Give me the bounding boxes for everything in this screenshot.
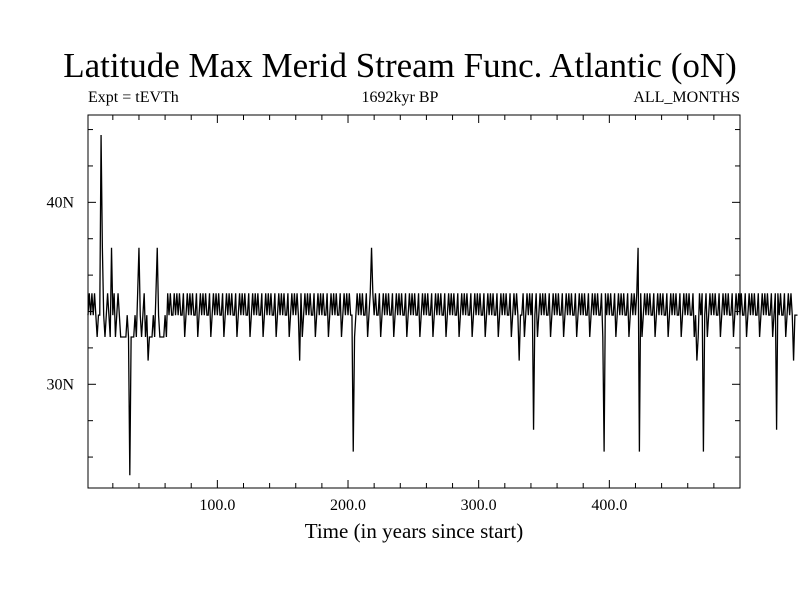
x-tick-label: 300.0 — [461, 497, 497, 514]
x-tick-label: 200.0 — [330, 497, 366, 514]
y-tick-label: 40N — [46, 194, 74, 211]
y-tick-label: 30N — [46, 376, 74, 393]
chart-title: Latitude Max Merid Stream Func. Atlantic… — [63, 46, 737, 85]
months-label: ALL_MONTHS — [633, 89, 740, 106]
period-label: 1692kyr BP — [361, 89, 439, 106]
x-tick-label: 100.0 — [199, 497, 235, 514]
x-tick-label: 400.0 — [591, 497, 627, 514]
x-axis-label: Time (in years since start) — [304, 519, 524, 543]
plot-frame — [87, 114, 741, 489]
series-line — [87, 135, 798, 476]
experiment-label: Expt = tEVTh — [88, 89, 179, 106]
